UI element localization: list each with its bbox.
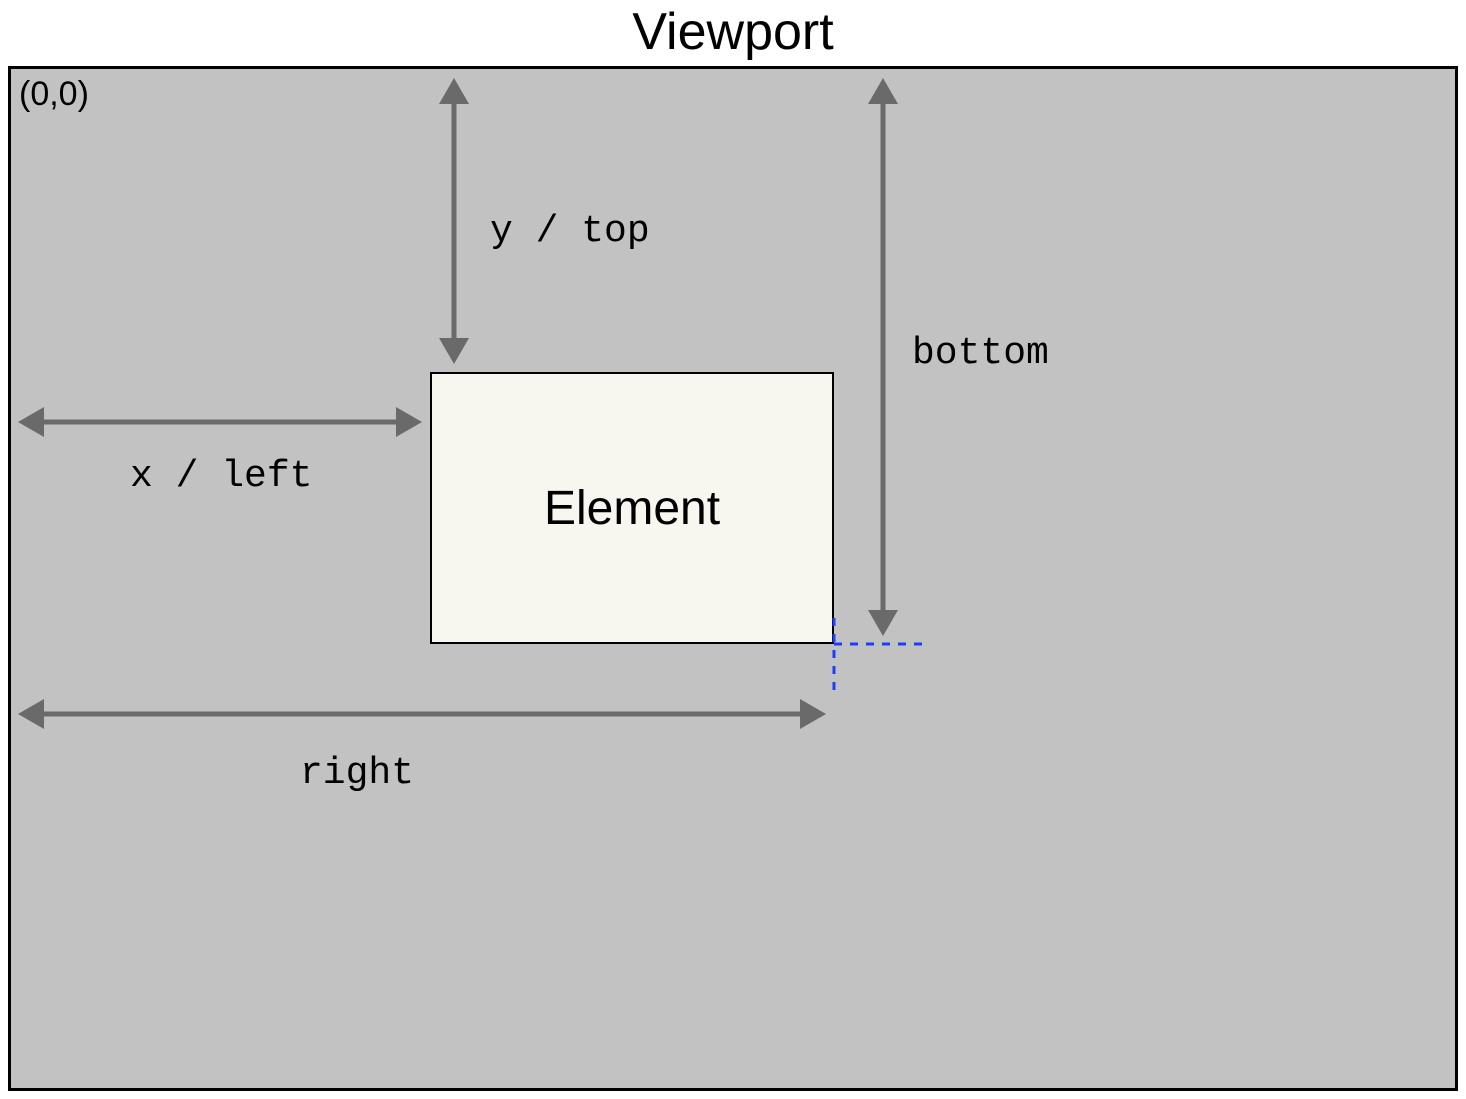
element-label: Element: [544, 481, 720, 536]
origin-label: (0,0): [19, 75, 89, 114]
element-box: Element: [430, 372, 834, 644]
diagram-title: Viewport: [0, 2, 1466, 62]
label-right: right: [300, 752, 414, 795]
label-y-top: y / top: [490, 210, 650, 253]
label-x-left: x / left: [130, 455, 312, 498]
diagram-stage: Viewport (0,0) Element x / left y / top …: [0, 0, 1466, 1099]
title-text: Viewport: [632, 3, 833, 61]
label-bottom: bottom: [912, 332, 1049, 375]
origin-text: (0,0): [19, 75, 89, 113]
